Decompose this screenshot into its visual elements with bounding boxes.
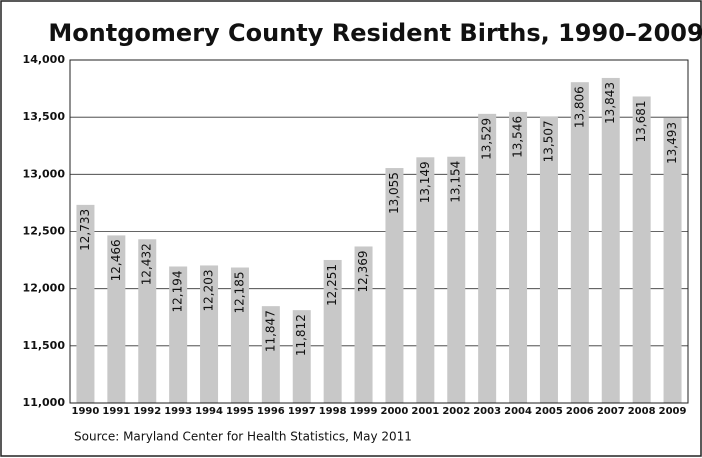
x-tick-label: 1990: [72, 406, 100, 417]
y-tick-label: 11,500: [23, 339, 66, 352]
value-label: 12,733: [78, 209, 92, 251]
bar: [323, 259, 342, 403]
y-tick-label: 14,000: [23, 53, 66, 66]
bar: [663, 117, 682, 403]
value-label: 12,194: [171, 270, 185, 312]
bar: [416, 157, 435, 403]
x-tick-label: 1999: [350, 406, 378, 417]
value-label: 13,493: [665, 122, 679, 164]
bar: [169, 266, 188, 403]
y-tick-label: 13,000: [23, 167, 66, 180]
x-tick-label: 2005: [535, 406, 563, 417]
chart-title: Montgomery County Resident Births, 1990–…: [48, 19, 702, 47]
bar: [570, 82, 589, 403]
y-tick-label: 13,500: [23, 110, 66, 123]
bar: [200, 265, 219, 403]
bar: [601, 77, 620, 404]
x-tick-label: 2009: [659, 406, 687, 417]
value-label: 13,507: [541, 120, 555, 162]
y-tick-label: 12,500: [23, 225, 66, 238]
bar: [354, 246, 373, 403]
x-tick-label: 2002: [442, 406, 470, 417]
bar: [107, 235, 126, 403]
x-tick-label: 2003: [473, 406, 501, 417]
value-label: 13,546: [511, 116, 525, 158]
x-tick-label: 1995: [226, 406, 254, 417]
x-tick-label: 2004: [504, 406, 532, 417]
x-tick-label: 1992: [133, 406, 161, 417]
x-tick-label: 2006: [566, 406, 594, 417]
x-tick-label: 1996: [257, 406, 285, 417]
bar: [230, 267, 249, 403]
value-label: 13,055: [387, 172, 401, 214]
x-tick-label: 2008: [628, 406, 656, 417]
bar: [76, 204, 95, 403]
value-label: 13,149: [418, 161, 432, 203]
bar: [447, 156, 466, 403]
value-label: 12,466: [109, 239, 123, 281]
value-label: 13,529: [480, 118, 494, 160]
y-tick-label: 11,000: [23, 396, 66, 409]
bar: [632, 96, 651, 403]
value-label: 13,154: [449, 161, 463, 203]
x-tick-label: 2000: [381, 406, 409, 417]
value-label: 12,369: [356, 250, 370, 292]
value-label: 13,806: [572, 86, 586, 128]
bar: [292, 310, 311, 403]
plot-border: [69, 59, 689, 404]
value-label: 12,203: [202, 269, 216, 311]
x-tick-label: 1993: [164, 406, 192, 417]
bar: [539, 116, 558, 403]
bar: [509, 111, 528, 403]
x-tick-label: 2007: [597, 406, 625, 417]
bar: [478, 113, 497, 403]
x-tick-label: 1991: [102, 406, 130, 417]
x-tick-label: 1998: [319, 406, 347, 417]
x-tick-label: 1994: [195, 406, 223, 417]
bar: [385, 168, 404, 403]
value-label: 11,847: [263, 310, 277, 352]
value-label: 12,432: [140, 243, 154, 285]
value-label: 13,681: [634, 100, 648, 142]
value-label: 13,843: [603, 82, 617, 124]
x-tick-label: 1997: [288, 406, 316, 417]
bar: [138, 239, 157, 403]
y-tick-label: 12,000: [23, 282, 66, 295]
value-label: 11,812: [294, 314, 308, 356]
value-label: 12,185: [232, 272, 246, 314]
value-label: 12,251: [325, 264, 339, 306]
source-note: Source: Maryland Center for Health Stati…: [74, 430, 412, 444]
x-tick-label: 2001: [411, 406, 439, 417]
bar: [261, 306, 280, 403]
